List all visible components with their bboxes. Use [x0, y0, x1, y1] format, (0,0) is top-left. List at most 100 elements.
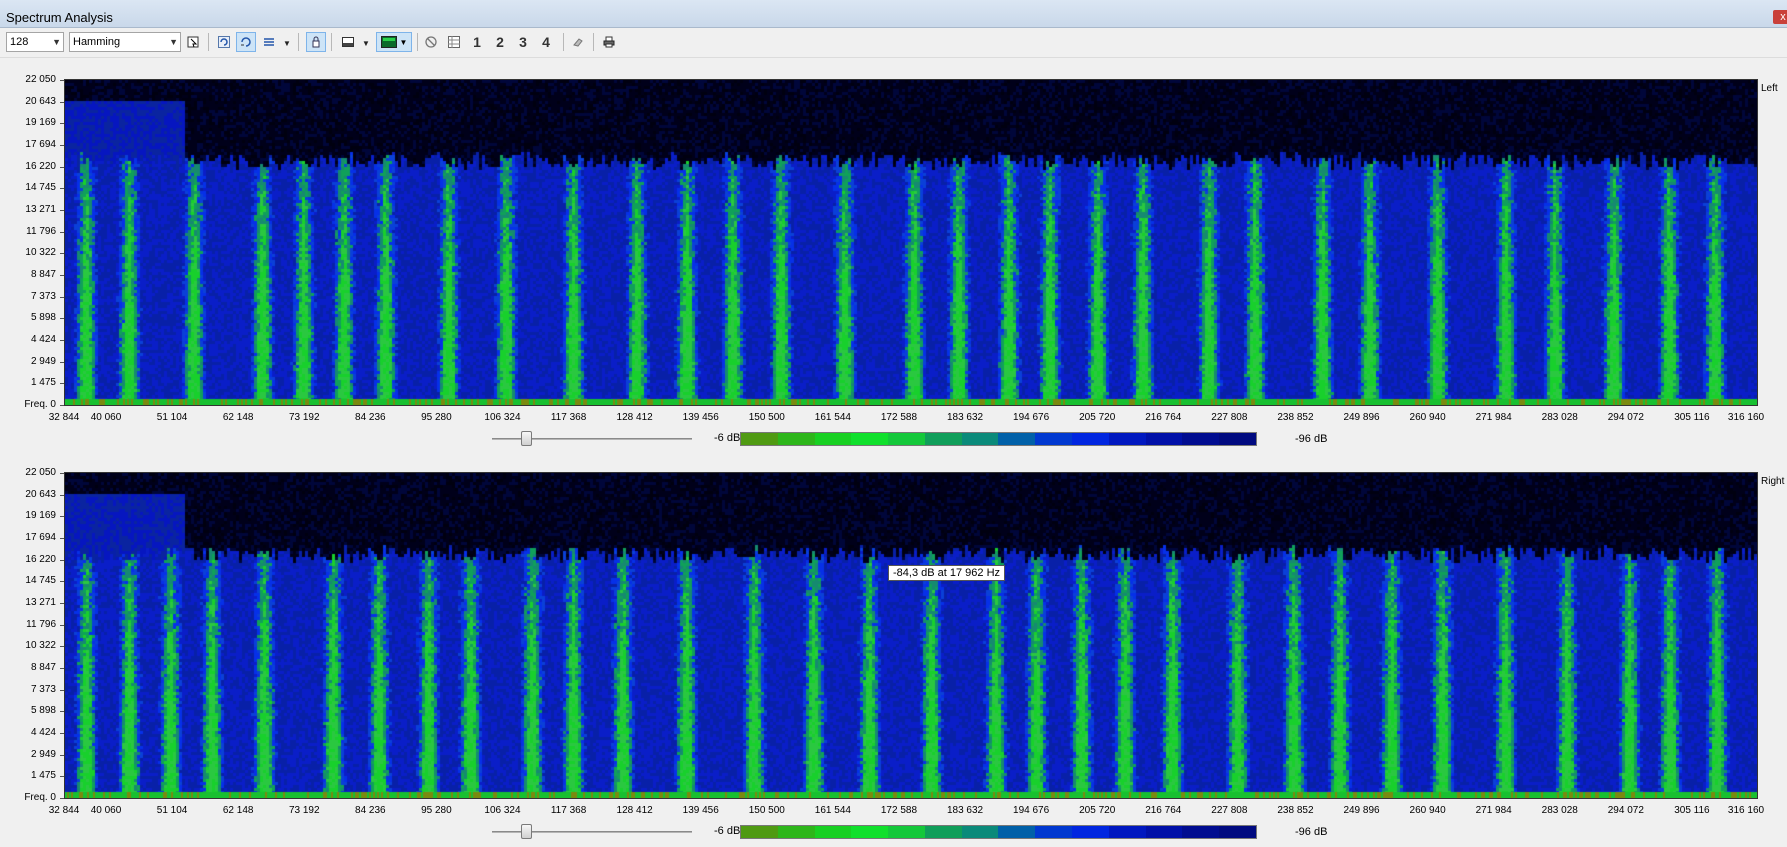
view-mode-button[interactable]	[338, 32, 358, 52]
frequency-tick-label: 22 050	[25, 74, 56, 85]
time-tick-label: 183 632	[946, 805, 984, 816]
frequency-tick	[60, 798, 64, 799]
time-tick-label: 172 588	[880, 412, 918, 423]
gain-slider[interactable]	[492, 831, 692, 833]
fft-size-select[interactable]: 128 ▼	[6, 32, 64, 52]
legend-swatch	[1219, 433, 1256, 445]
legend-swatch	[924, 826, 962, 838]
separator	[417, 33, 418, 51]
eraser-icon	[573, 38, 583, 47]
window-function-select[interactable]: Hamming ▼	[69, 32, 181, 52]
frequency-tick	[60, 603, 64, 604]
frequency-tick	[60, 80, 64, 81]
channel-1-button[interactable]: 1	[473, 34, 481, 50]
lock-icon	[312, 36, 320, 48]
tooltip: -84,3 dB at 17 962 Hz	[888, 565, 1006, 581]
legend-swatch	[961, 826, 999, 838]
time-tick-label: 73 192	[288, 805, 320, 816]
time-tick-label: 238 852	[1277, 805, 1314, 816]
time-tick-label: 194 676	[1013, 805, 1050, 816]
frequency-tick	[60, 123, 64, 125]
legend-swatch	[924, 433, 962, 445]
legend-swatch	[1108, 826, 1146, 838]
gain-slider-thumb[interactable]	[521, 431, 532, 446]
print-button[interactable]	[599, 32, 619, 52]
channel-4-button[interactable]: 4	[542, 34, 550, 50]
frequency-tick-label: 5 898	[30, 705, 56, 717]
channel-2-button[interactable]: 2	[496, 34, 504, 50]
frequency-tick	[60, 494, 64, 496]
chevron-down-icon[interactable]: ▼	[283, 39, 291, 48]
frequency-tick	[60, 711, 64, 713]
frequency-tick-label: 4 424	[30, 334, 56, 345]
legend-swatch	[1035, 433, 1073, 445]
frequency-tick-label: 20 643	[25, 488, 56, 500]
left-spectrogram-canvas	[65, 80, 1757, 405]
lock-button[interactable]	[306, 32, 326, 52]
legend-swatch	[888, 433, 925, 445]
window-title: Spectrum Analysis	[6, 10, 113, 25]
chevron-down-icon: ▼	[169, 37, 178, 47]
refresh-icon	[218, 36, 230, 48]
stop-button[interactable]	[421, 32, 441, 52]
legend-swatch	[1219, 826, 1256, 838]
frequency-tick-label: 7 373	[30, 683, 56, 695]
time-tick-label: 194 676	[1013, 412, 1050, 423]
eraser-button[interactable]	[568, 32, 588, 52]
frequency-tick-label: 16 220	[25, 553, 56, 565]
options-button[interactable]	[259, 32, 279, 52]
color-scheme-button[interactable]: ▼	[376, 32, 412, 52]
close-button[interactable]: x	[1773, 10, 1787, 24]
time-tick-label: 283 028	[1541, 412, 1578, 423]
print-icon	[603, 36, 615, 48]
time-tick-label: 249 896	[1343, 412, 1380, 423]
grid-button[interactable]	[444, 32, 464, 52]
time-tick-label: 40 060	[90, 805, 122, 816]
color-scheme-icon	[380, 36, 397, 48]
frequency-tick-label: 14 745	[25, 575, 56, 587]
time-tick-label: 216 764	[1145, 805, 1182, 816]
frequency-tick	[60, 361, 64, 363]
right-spectrogram-canvas	[65, 473, 1757, 798]
time-tick-label: 40 060	[90, 412, 122, 423]
time-tick-label: 117 368	[550, 805, 587, 816]
frequency-tick	[60, 275, 64, 276]
frequency-tick	[60, 581, 64, 583]
time-tick-label: 305 116	[1674, 412, 1710, 423]
gain-slider[interactable]	[492, 438, 692, 440]
channel-label: Left	[1761, 83, 1778, 94]
legend-swatch	[1182, 433, 1220, 445]
time-tick-label: 128 412	[616, 805, 653, 816]
title-bar: Spectrum Analysis x	[0, 0, 1787, 28]
time-tick-label: 271 984	[1475, 805, 1512, 816]
chevron-down-icon[interactable]: ▼	[362, 39, 370, 48]
frequency-tick	[60, 210, 64, 211]
frequency-tick	[60, 296, 64, 298]
refresh-button[interactable]	[214, 32, 234, 52]
time-tick-label: 183 632	[946, 412, 984, 423]
frequency-tick-label: 7 373	[30, 290, 56, 302]
left-spectrogram[interactable]	[64, 79, 1758, 406]
frequency-tick-label: 10 322	[25, 640, 56, 652]
time-tick-label: 106 324	[484, 412, 521, 423]
chevron-down-icon: ▼	[399, 37, 408, 47]
frequency-tick	[60, 383, 64, 385]
time-tick-label: 216 764	[1145, 412, 1182, 423]
auto-refresh-button[interactable]	[236, 32, 256, 52]
frequency-tick	[60, 754, 64, 756]
time-tick-label: 172 588	[880, 805, 918, 816]
time-tick-label: 128 412	[616, 412, 653, 423]
options-icon	[264, 38, 274, 46]
chevron-down-icon: ▼	[52, 37, 61, 47]
time-tick-label: 73 192	[288, 412, 320, 423]
select-button[interactable]	[183, 32, 203, 52]
right-spectrogram[interactable]	[64, 472, 1758, 799]
frequency-tick-label: 20 643	[25, 95, 56, 107]
time-tick-label: 305 116	[1674, 805, 1710, 816]
channel-3-button[interactable]: 3	[519, 34, 527, 50]
gain-slider-thumb[interactable]	[521, 824, 532, 839]
legend-swatch	[814, 433, 852, 445]
frequency-tick-label: 1 475	[30, 770, 56, 782]
db-min-label: -96 dB	[1295, 433, 1328, 445]
legend-swatch	[851, 826, 889, 838]
